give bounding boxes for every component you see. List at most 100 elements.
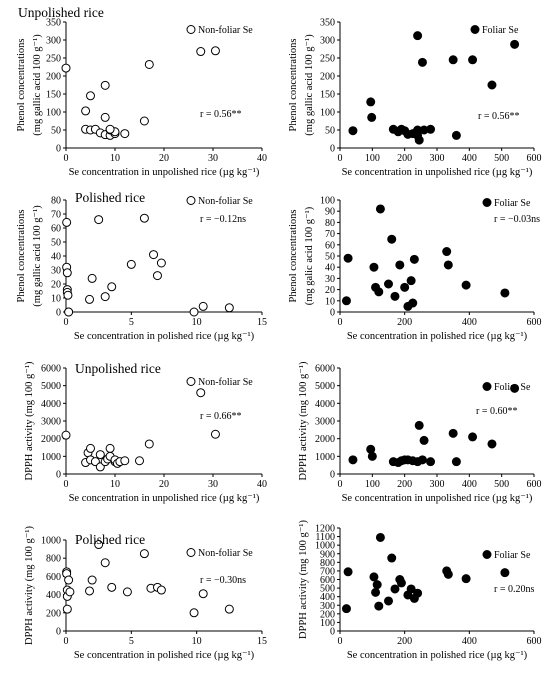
y-axis-label: (mg gallic acid 100 g⁻¹) [32,205,43,307]
y-tick-label: 80 [51,196,61,207]
y-tick-label: 600 [46,572,61,583]
x-tick-label: 10 [192,317,202,328]
data-point [510,39,520,49]
data-point [62,268,72,278]
x-tick-label: 400 [462,153,477,164]
y-tick-label: 60 [325,240,335,251]
y-tick-label: 6000 [41,364,61,375]
data-point [414,420,424,430]
y-tick-label: 10 [51,294,61,305]
y-tick-label: 200 [320,609,335,620]
legend-marker [186,196,196,205]
panel-title: Polished rice [75,532,145,547]
y-tick-label: 3000 [315,417,335,428]
data-point [443,260,453,270]
data-point [341,296,351,306]
y-tick-label: 500 [320,584,335,595]
legend-label: Non-foliar Se [198,548,253,559]
legend-label: Foliar Se [494,550,531,561]
y-tick-label: 250 [46,54,61,65]
x-tick-label: 400 [462,317,477,328]
data-point [366,97,376,107]
y-axis-label: (mg gallic acid 100 g⁻¹) [304,34,315,136]
data-point [62,604,72,614]
x-axis-label: Se concentration in polished rice (µg kg… [347,650,528,661]
x-tick-label: 10 [192,636,202,647]
data-point [63,290,73,300]
y-tick-label: 0 [330,470,335,481]
data-point [81,106,91,116]
data-point [196,47,206,57]
data-point [396,578,406,588]
x-tick-label: 400 [462,479,477,490]
scatter-panel-1: 0 10 20 30 40 0 50 100 150 200 250 300 350Unpolished… [16,5,267,178]
x-tick-label: 20 [159,479,169,490]
data-point [224,303,234,313]
scatter-panel-3: 0 5 10 15 0 10 20 30 40 50 60 70 80 Polished rice Non-… [16,190,267,342]
y-tick-label: 800 [320,558,335,569]
x-tick-label: 40 [257,153,267,164]
data-point [139,116,149,126]
data-point [85,294,95,304]
x-tick-label: 200 [397,153,412,164]
y-tick-label: 100 [320,196,335,207]
data-point [210,429,220,439]
data-point [100,112,110,122]
y-tick-label: 200 [46,72,61,83]
correlation-annotation: r = 0.56** [200,109,241,120]
y-tick-label: 1100 [315,532,335,543]
data-point [426,124,436,134]
data-point [198,589,208,599]
y-axis-label: Phenol concentrations [16,38,27,131]
x-tick-label: 0 [64,479,69,490]
legend-marker [186,25,196,34]
y-tick-label: 400 [46,590,61,601]
scatter-panel-6: 0 100 200 300 400 500 600010002000300040005000… [298,361,542,504]
data-point [372,580,382,590]
scatter-panel-5: 0 10 20 30 40 0 1000 2000 3000 4000 5000 6000 Unpoli… [24,361,267,504]
x-tick-label: 0 [64,636,69,647]
y-tick-label: 4000 [315,399,335,410]
data-point [371,587,381,597]
y-tick-label: 20 [325,285,335,296]
data-point [139,549,149,559]
data-point [375,204,385,214]
y-tick-label: 5000 [41,381,61,392]
x-tick-label: 0 [338,636,343,647]
correlation-annotation: r = 0.20ns [494,584,534,595]
data-point [417,455,427,465]
data-point [468,432,478,442]
x-tick-label: 15 [257,636,267,647]
y-tick-label: 70 [325,229,335,240]
data-point [149,250,159,260]
x-tick-label: 200 [397,636,412,647]
data-point [413,31,423,41]
x-axis-label: Se concentration in polished rice (µg kg… [74,650,255,661]
legend-label: Foliar Se [482,25,519,36]
data-point [62,217,72,227]
data-point [451,130,461,140]
data-point [468,55,478,65]
scatter-panel-2: 0 100 200 300 400 500 600 0 50 100 150 200 250 300 350… [288,18,542,179]
data-point [120,129,130,139]
data-point [210,46,220,56]
y-tick-label: 1200 [315,524,335,535]
y-tick-label: 100 [320,108,335,119]
y-axis-label: (mg gallic acid 100 g⁻¹) [32,34,43,136]
y-tick-label: 50 [325,252,335,263]
y-tick-label: 80 [325,218,335,229]
data-point [369,262,379,272]
x-tick-label: 10 [110,153,120,164]
y-tick-label: 2000 [315,434,335,445]
x-tick-label: 30 [208,153,218,164]
y-axis-label: DPPH activity (mg 100 g⁻¹) [24,526,35,645]
data-point [86,443,95,453]
data-point [387,234,397,244]
data-point [451,457,461,467]
y-tick-label: 70 [51,210,61,221]
y-tick-label: 90 [325,207,335,218]
y-tick-label: 100 [46,108,61,119]
y-tick-label: 800 [46,554,61,565]
y-tick-label: 50 [51,238,61,249]
y-tick-label: 1000 [315,452,335,463]
